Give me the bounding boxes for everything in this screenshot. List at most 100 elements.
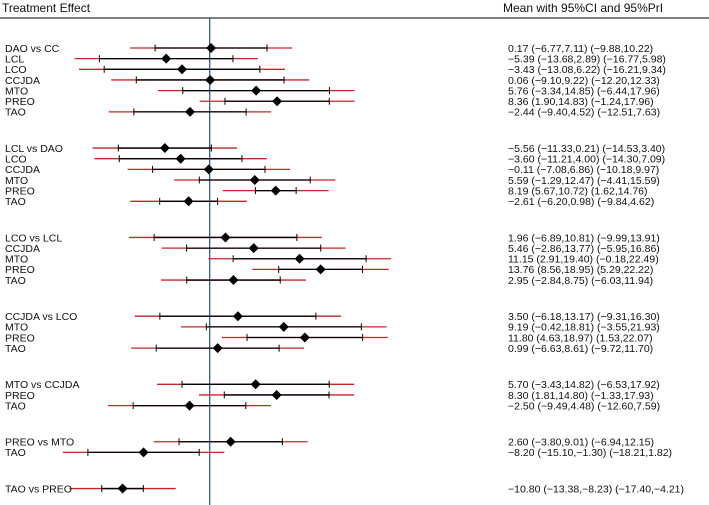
comparison-row: LCL −5.39 (−13.68,2.89) (−16.77,5.98): [5, 53, 666, 65]
row-value-text: 0.17 (−6.77,7.11) (−9.88,10.22): [508, 43, 653, 55]
row-label: PREO: [5, 332, 35, 344]
comparison-row: PREO 8.19 (5.67,10.72) (1.62,14.76): [5, 185, 648, 197]
comparison-row: CCJDA 0.06 (−9.10,9.22) (−12.20,12.33): [5, 75, 660, 87]
row-label: LCO vs LCL: [5, 232, 62, 244]
mean-diamond-marker: [184, 400, 195, 411]
comparison-row: MTO 11.15 (2.91,19.40) (−0.18,22.49): [5, 254, 659, 266]
comparison-header-row: CCJDA vs LCO 3.50 (−6.18,13.17) (−9.31,16…: [5, 311, 660, 323]
row-value-text: 13.76 (8.56,18.95) (5.29,22.22): [508, 264, 653, 276]
row-label: TAO: [5, 447, 26, 459]
chart-title-left: Treatment Effect: [2, 1, 91, 15]
row-value-text: 3.50 (−6.18,13.17) (−9.31,16.30): [508, 311, 660, 323]
comparison-row: PREO 11.80 (4.63,18.97) (1.53,22.07): [5, 332, 653, 344]
mean-diamond-marker: [270, 185, 281, 196]
row-label: MTO: [5, 322, 28, 334]
row-label: LCO: [5, 154, 27, 166]
comparison-row: PREO 8.30 (1.81,14.80) (−1.33,17.93): [5, 390, 654, 402]
comparison-row: TAO −8.20 (−15.10,−1.30) (−18.21,1.82): [5, 447, 672, 459]
comparison-row: LCO −3.60 (−11.21,4.00) (−14.30,7.09): [5, 154, 665, 166]
mean-diamond-marker: [228, 275, 239, 286]
mean-diamond-marker: [251, 85, 262, 96]
comparison-row: MTO 5.59 (−1.29,12.47) (−4.41,15.59): [5, 175, 660, 187]
row-value-text: −10.80 (−13.38,−8.23) (−17.40,−4.21): [508, 483, 684, 495]
comparison-row: TAO 2.95 (−2.84,8.75) (−6.03,11.94): [5, 275, 653, 287]
mean-diamond-marker: [175, 153, 186, 164]
mean-diamond-marker: [232, 311, 243, 322]
row-value-text: 0.06 (−9.10,9.22) (−12.20,12.33): [508, 75, 660, 87]
row-label: LCL vs DAO: [5, 143, 63, 155]
row-value-text: −8.20 (−15.10,−1.30) (−18.21,1.82): [508, 447, 672, 459]
row-label: CCJDA vs LCO: [5, 311, 77, 323]
row-label: CCJDA: [5, 243, 40, 255]
row-value-text: −2.61 (−6.20,0.98) (−9.84,4.62): [508, 196, 654, 208]
row-label: TAO: [5, 107, 26, 119]
row-value-text: −3.43 (−13.08,6.22) (−16.21,9.34): [508, 64, 666, 76]
mean-diamond-marker: [220, 232, 231, 243]
comparison-header-row: DAO vs CC 0.17 (−6.77,7.11) (−9.88,10.22): [5, 43, 653, 55]
comparison-row: PREO 8.36 (1.90,14.83) (−1.24,17.96): [5, 96, 654, 108]
row-label: PREO: [5, 390, 35, 402]
row-label: MTO: [5, 85, 28, 97]
row-label: CCJDA: [5, 75, 40, 87]
mean-diamond-marker: [212, 343, 223, 354]
row-value-text: 5.59 (−1.29,12.47) (−4.41,15.59): [508, 175, 660, 187]
mean-diamond-marker: [185, 106, 195, 117]
mean-diamond-marker: [278, 321, 289, 332]
mean-diamond-marker: [138, 447, 149, 458]
comparison-header-row: LCL vs DAO −5.56 (−11.33,0.21) (−14.53,3.…: [5, 143, 665, 155]
row-value-text: 5.46 (−2.86,13.77) (−5.95,16.86): [508, 243, 660, 255]
comparison-row: MTO 9.19 (−0.42,18.81) (−3.55,21.93): [5, 322, 660, 334]
comparison-header-row: MTO vs CCJDA 5.70 (−3.43,14.82) (−6.53,17…: [5, 379, 660, 391]
row-value-text: −0.11 (−7.08,6.86) (−10.18,9.97): [508, 164, 659, 176]
row-label: MTO vs CCJDA: [5, 379, 79, 391]
row-label: TAO: [5, 275, 26, 287]
row-value-text: 9.19 (−0.42,18.81) (−3.55,21.93): [508, 322, 660, 334]
mean-diamond-marker: [117, 483, 128, 494]
mean-diamond-marker: [183, 196, 194, 207]
comparison-row: MTO 5.76 (−3.34,14.85) (−6.44,17.96): [5, 85, 660, 97]
row-value-text: −5.39 (−13.68,2.89) (−16.77,5.98): [508, 53, 666, 65]
mean-diamond-marker: [315, 264, 326, 275]
comparison-header-row: LCO vs LCL 1.96 (−6.89,10.81) (−9.99,13.9…: [5, 232, 660, 244]
comparison-row: CCJDA 5.46 (−2.86,13.77) (−5.95,16.86): [5, 243, 660, 255]
row-value-text: −5.56 (−11.33,0.21) (−14.53,3.40): [508, 143, 665, 155]
row-label: MTO: [5, 175, 28, 187]
comparison-row: PREO 13.76 (8.56,18.95) (5.29,22.22): [5, 264, 653, 276]
row-label: MTO: [5, 254, 28, 266]
row-value-text: 8.19 (5.67,10.72) (1.62,14.76): [508, 185, 648, 197]
mean-diamond-marker: [250, 379, 261, 390]
row-label: TAO: [5, 343, 26, 355]
mean-diamond-marker: [206, 43, 217, 53]
row-label: LCL: [5, 53, 24, 65]
comparison-header-row: TAO vs PREO −10.80 (−13.38,−8.23) (−17.40…: [5, 483, 684, 495]
row-label: PREO: [5, 185, 35, 197]
row-value-text: 5.70 (−3.43,14.82) (−6.53,17.92): [508, 379, 660, 391]
mean-diamond-marker: [299, 332, 310, 343]
comparison-row: LCO −3.43 (−13.08,6.22) (−16.21,9.34): [5, 64, 666, 76]
row-label: CCJDA: [5, 164, 40, 176]
row-value-text: −3.60 (−11.21,4.00) (−14.30,7.09): [508, 154, 665, 166]
row-value-text: 2.95 (−2.84,8.75) (−6.03,11.94): [508, 275, 653, 287]
row-value-text: 8.36 (1.90,14.83) (−1.24,17.96): [508, 96, 654, 108]
row-label: TAO: [5, 400, 26, 412]
row-label: PREO: [5, 264, 35, 276]
comparison-row: TAO −2.44 (−9.40,4.52) (−12.51,7.63): [5, 107, 660, 119]
mean-diamond-marker: [161, 53, 172, 64]
forest-rows: DAO vs CC 0.17 (−6.77,7.11) (−9.88,10.22)…: [5, 43, 684, 496]
mean-diamond-marker: [271, 389, 282, 400]
mean-diamond-marker: [294, 253, 305, 264]
row-value-text: −2.44 (−9.40,4.52) (−12.51,7.63): [508, 107, 660, 119]
row-label: PREO: [5, 96, 35, 108]
mean-diamond-marker: [205, 74, 216, 85]
row-value-text: 1.96 (−6.89,10.81) (−9.99,13.91): [508, 232, 660, 244]
comparison-row: TAO 0.99 (−6.63,8.61) (−9.72,11.70): [5, 343, 653, 355]
mean-diamond-marker: [177, 64, 188, 75]
comparison-row: TAO −2.50 (−9.49,4.48) (−12.60,7.59): [5, 400, 660, 412]
row-value-text: 0.99 (−6.63,8.61) (−9.72,11.70): [508, 343, 653, 355]
mean-diamond-marker: [159, 143, 170, 154]
mean-diamond-marker: [203, 164, 214, 175]
row-value-text: 5.76 (−3.34,14.85) (−6.44,17.96): [508, 85, 660, 97]
row-label: LCO: [5, 64, 27, 76]
comparison-row: CCJDA −0.11 (−7.08,6.86) (−10.18,9.97): [5, 164, 659, 176]
